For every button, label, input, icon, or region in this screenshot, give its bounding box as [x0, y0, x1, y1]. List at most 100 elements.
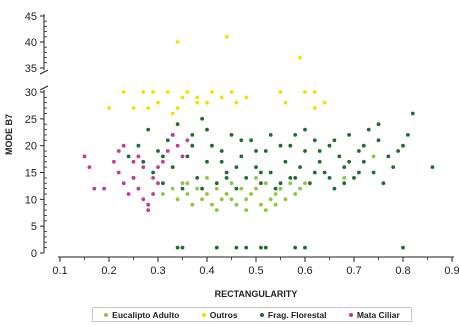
legend-swatch [348, 312, 353, 317]
data-point-outros [151, 90, 156, 94]
data-point-frag-florestal [200, 186, 205, 191]
data-point-mata-ciliar [136, 186, 141, 191]
data-point-frag-florestal [195, 176, 200, 180]
data-point-frag-florestal [376, 122, 381, 127]
data-point-outros [210, 90, 214, 94]
data-point-mata-ciliar [146, 202, 151, 207]
data-point-outros [165, 90, 170, 94]
data-point-frag-florestal [229, 133, 234, 137]
y-tick-label: 0 [31, 248, 37, 260]
data-point-eucalipto-adulto [283, 197, 288, 202]
data-point-eucalipto-adulto [185, 181, 190, 186]
data-point-mata-ciliar [146, 208, 151, 213]
data-point-frag-florestal [259, 181, 263, 186]
data-point-frag-florestal [175, 245, 180, 250]
legend-swatch [259, 312, 264, 317]
y-axis-break-mark [39, 69, 49, 75]
data-point-frag-florestal [141, 159, 146, 164]
legend-label: Outros [209, 309, 238, 320]
data-point-frag-florestal [219, 159, 224, 164]
data-point-frag-florestal [342, 181, 347, 186]
data-point-eucalipto-adulto [234, 202, 239, 207]
data-point-eucalipto-adulto [342, 176, 347, 180]
data-point-frag-florestal [244, 176, 249, 180]
data-point-frag-florestal [327, 143, 332, 148]
data-point-frag-florestal [303, 149, 307, 153]
data-point-outros [141, 90, 146, 94]
legend-item-frag-florestal: Frag. Florestal [259, 309, 327, 320]
data-point-frag-florestal [161, 181, 165, 186]
data-point-frag-florestal [303, 245, 307, 250]
y-tick-label: 25 [25, 114, 37, 126]
data-point-outros [205, 100, 209, 105]
data-point-eucalipto-adulto [254, 186, 258, 191]
data-point-frag-florestal [401, 245, 405, 250]
data-point-frag-florestal [386, 154, 391, 159]
data-point-eucalipto-adulto [214, 208, 219, 213]
legend-label: Frag. Florestal [267, 309, 327, 320]
data-point-mata-ciliar [87, 165, 92, 170]
data-point-mata-ciliar [170, 133, 175, 137]
data-point-eucalipto-adulto [219, 197, 224, 202]
data-point-frag-florestal [401, 143, 405, 148]
data-point-eucalipto-adulto [263, 208, 268, 213]
data-point-frag-florestal [263, 245, 268, 250]
data-point-outros [229, 90, 234, 94]
y-tick-label: 40 [25, 37, 37, 49]
data-point-frag-florestal [244, 245, 249, 250]
data-point-mata-ciliar [136, 154, 141, 159]
data-point-frag-florestal [303, 127, 307, 132]
data-point-frag-florestal [293, 245, 298, 250]
data-point-eucalipto-adulto [205, 176, 209, 180]
data-point-mata-ciliar [116, 149, 121, 153]
data-point-mata-ciliar [185, 138, 190, 143]
data-point-mata-ciliar [92, 186, 97, 191]
data-point-eucalipto-adulto [175, 197, 180, 202]
data-point-frag-florestal [210, 143, 214, 148]
data-point-outros [219, 95, 224, 100]
data-point-mata-ciliar [165, 149, 170, 153]
data-point-mata-ciliar [141, 165, 146, 170]
data-point-frag-florestal [151, 170, 156, 175]
data-point-outros [121, 90, 126, 94]
data-point-eucalipto-adulto [298, 186, 302, 191]
data-point-eucalipto-adulto [170, 186, 175, 191]
data-point-outros [278, 90, 283, 94]
data-point-outros [312, 90, 317, 94]
data-point-frag-florestal [376, 138, 381, 143]
data-point-frag-florestal [298, 165, 302, 170]
data-point-eucalipto-adulto [200, 197, 205, 202]
data-point-frag-florestal [366, 127, 371, 132]
data-point-eucalipto-adulto [288, 181, 293, 186]
data-point-outros [298, 55, 302, 60]
data-point-mata-ciliar [116, 170, 121, 175]
data-point-eucalipto-adulto [268, 197, 273, 202]
y-tick-label: 35 [25, 63, 37, 75]
data-point-eucalipto-adulto [249, 192, 254, 196]
data-point-eucalipto-adulto [303, 181, 307, 186]
x-tick-label: 0.3 [150, 265, 165, 277]
data-point-frag-florestal [224, 170, 229, 175]
data-point-mata-ciliar [180, 154, 185, 159]
data-point-frag-florestal [180, 245, 185, 250]
legend-label: Mata Ciliar [356, 309, 400, 320]
data-point-frag-florestal [190, 143, 195, 148]
data-point-frag-florestal [268, 170, 273, 175]
data-point-outros [156, 100, 160, 105]
data-point-mata-ciliar [131, 176, 136, 180]
data-point-mata-ciliar [121, 143, 126, 148]
data-point-frag-florestal [190, 133, 195, 137]
data-point-eucalipto-adulto [273, 192, 278, 196]
x-axis-title: RECTANGULARITY [215, 289, 298, 299]
data-point-frag-florestal [136, 143, 141, 148]
data-point-eucalipto-adulto [229, 181, 234, 186]
data-point-frag-florestal [268, 133, 273, 137]
y-tick-label: 45 [25, 11, 37, 23]
data-point-outros [146, 106, 151, 110]
data-point-frag-florestal [347, 159, 351, 164]
data-point-frag-florestal [239, 138, 244, 143]
data-point-mata-ciliar [112, 159, 116, 164]
data-point-outros [175, 40, 180, 44]
data-point-eucalipto-adulto [239, 186, 244, 191]
data-point-eucalipto-adulto [190, 202, 195, 207]
